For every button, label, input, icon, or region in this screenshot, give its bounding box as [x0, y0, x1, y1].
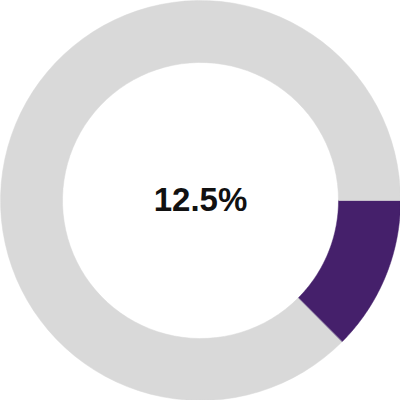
- svg-text:12.5%: 12.5%: [154, 181, 248, 218]
